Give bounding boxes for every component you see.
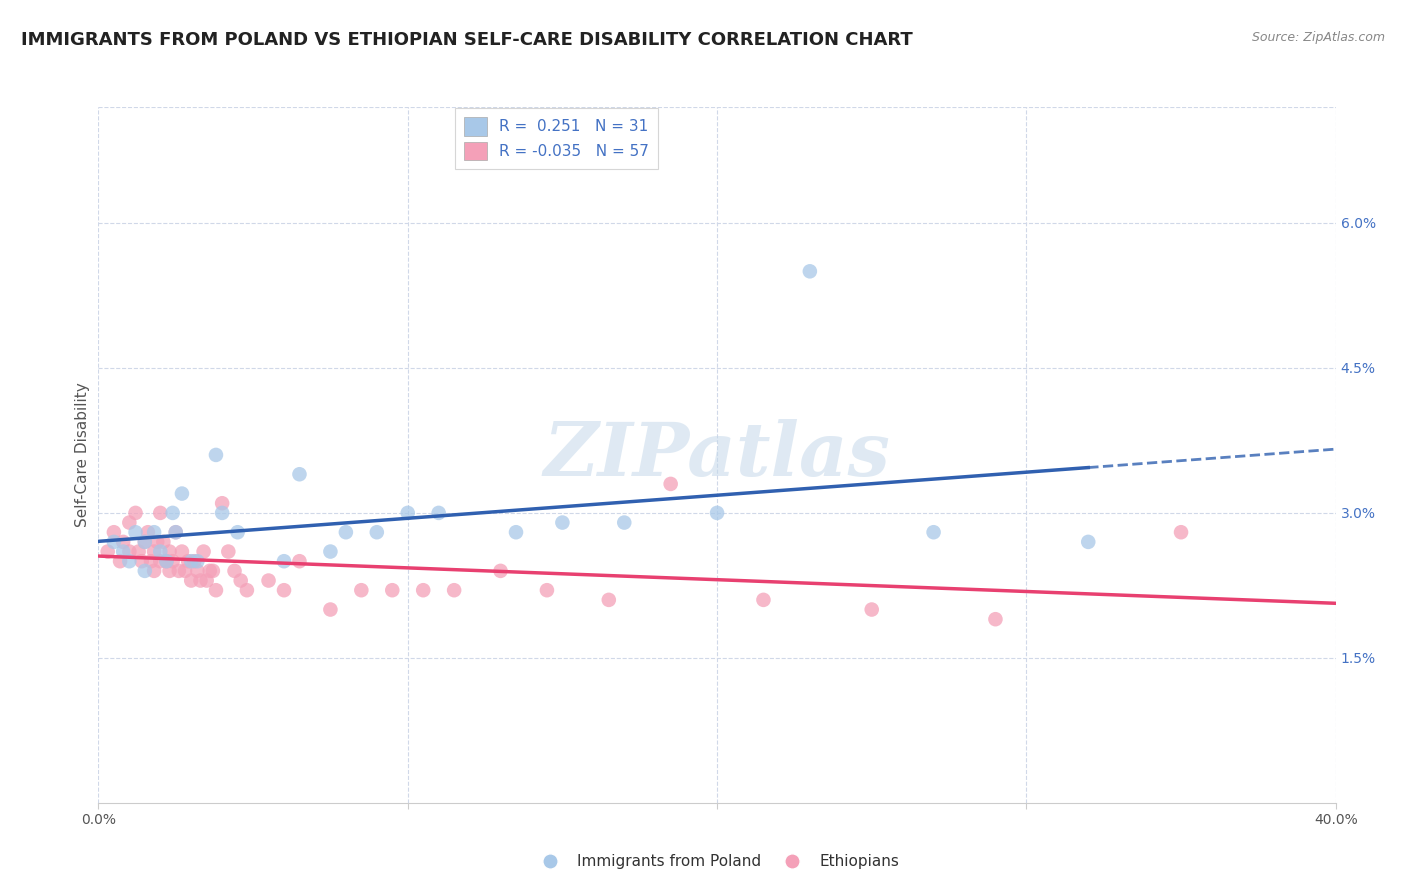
Point — [162, 554, 184, 568]
Point — [273, 554, 295, 568]
Point — [551, 516, 574, 530]
Point — [536, 583, 558, 598]
Text: ZIPatlas: ZIPatlas — [544, 418, 890, 491]
Point — [165, 525, 187, 540]
Point — [217, 544, 239, 558]
Point — [799, 264, 821, 278]
Point — [205, 448, 228, 462]
Point — [860, 602, 883, 616]
Point — [134, 564, 156, 578]
Point — [162, 506, 184, 520]
Point — [159, 564, 181, 578]
Point — [186, 554, 208, 568]
Point — [598, 592, 620, 607]
Point — [170, 486, 193, 500]
Point — [118, 544, 141, 558]
Point — [505, 525, 527, 540]
Point — [273, 583, 295, 598]
Point — [198, 564, 221, 578]
Text: Source: ZipAtlas.com: Source: ZipAtlas.com — [1251, 31, 1385, 45]
Point — [288, 467, 311, 482]
Point — [136, 525, 159, 540]
Point — [103, 534, 125, 549]
Point — [180, 554, 202, 568]
Point — [108, 554, 131, 568]
Point — [224, 564, 246, 578]
Point — [165, 525, 187, 540]
Point — [195, 574, 218, 588]
Point — [155, 554, 177, 568]
Point — [149, 506, 172, 520]
Point — [319, 544, 342, 558]
Point — [1077, 534, 1099, 549]
Point — [257, 574, 280, 588]
Point — [118, 554, 141, 568]
Point — [201, 564, 224, 578]
Point — [183, 554, 205, 568]
Point — [443, 583, 465, 598]
Point — [149, 554, 172, 568]
Point — [427, 506, 450, 520]
Point — [319, 602, 342, 616]
Point — [139, 554, 162, 568]
Point — [211, 506, 233, 520]
Point — [489, 564, 512, 578]
Point — [131, 554, 153, 568]
Point — [180, 574, 202, 588]
Point — [155, 554, 177, 568]
Point — [381, 583, 404, 598]
Point — [118, 516, 141, 530]
Point — [159, 544, 181, 558]
Point — [613, 516, 636, 530]
Point — [211, 496, 233, 510]
Point — [124, 506, 146, 520]
Point — [134, 534, 156, 549]
Point — [226, 525, 249, 540]
Point — [124, 525, 146, 540]
Point — [112, 534, 135, 549]
Point — [366, 525, 388, 540]
Point — [229, 574, 252, 588]
Point — [177, 554, 200, 568]
Point — [984, 612, 1007, 626]
Point — [922, 525, 945, 540]
Point — [134, 534, 156, 549]
Point — [152, 534, 174, 549]
Point — [143, 544, 166, 558]
Point — [236, 583, 259, 598]
Point — [288, 554, 311, 568]
Point — [143, 564, 166, 578]
Point — [396, 506, 419, 520]
Point — [412, 583, 434, 598]
Point — [146, 534, 169, 549]
Point — [143, 525, 166, 540]
Point — [193, 544, 215, 558]
Point — [170, 544, 193, 558]
Point — [149, 544, 172, 558]
Point — [174, 564, 197, 578]
Point — [186, 564, 208, 578]
Point — [1170, 525, 1192, 540]
Y-axis label: Self-Care Disability: Self-Care Disability — [75, 383, 90, 527]
Point — [97, 544, 120, 558]
Point — [659, 476, 682, 491]
Legend: Immigrants from Poland, Ethiopians: Immigrants from Poland, Ethiopians — [529, 848, 905, 875]
Text: IMMIGRANTS FROM POLAND VS ETHIOPIAN SELF-CARE DISABILITY CORRELATION CHART: IMMIGRANTS FROM POLAND VS ETHIOPIAN SELF… — [21, 31, 912, 49]
Point — [128, 544, 150, 558]
Point — [167, 564, 190, 578]
Point — [752, 592, 775, 607]
Point — [190, 574, 212, 588]
Point — [205, 583, 228, 598]
Point — [112, 544, 135, 558]
Point — [103, 525, 125, 540]
Point — [350, 583, 373, 598]
Point — [335, 525, 357, 540]
Point — [706, 506, 728, 520]
